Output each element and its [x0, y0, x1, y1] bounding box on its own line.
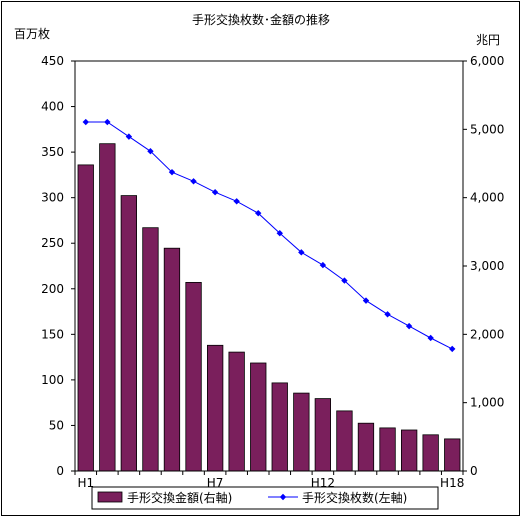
legend-line-marker: [279, 493, 287, 501]
line-point-H9: [255, 209, 262, 217]
bar-H15: [379, 427, 396, 472]
line-point-H7: [211, 189, 219, 196]
bar-H12: [314, 398, 332, 472]
plot-background: [74, 60, 464, 472]
chart-title: 手形交換枚数･金額の推移: [192, 12, 330, 27]
left-tick-label: 250: [41, 236, 64, 250]
bar-H8: [228, 351, 245, 472]
right-tick-label: 4,000: [470, 191, 504, 205]
left-axis-unit: 百万枚: [14, 26, 50, 41]
right-tick-label: 1,000: [470, 396, 504, 410]
left-axis: 0 50 100 150 200 250 300 350 400 450: [41, 54, 76, 478]
left-tick-label: 50: [49, 418, 64, 432]
bar-H7: [206, 344, 224, 472]
right-axis: 0 1,000 2,000 3,000 4,000 5,000 6,000: [462, 54, 504, 478]
left-tick-label: 0: [56, 464, 64, 478]
right-tick-label: 3,000: [470, 259, 504, 273]
line-path: [85, 121, 453, 350]
line-point-H2: [104, 118, 111, 126]
legend-bar-label: 手形交換金額(右軸): [127, 490, 232, 505]
bar-H18: [444, 438, 461, 472]
bar-H14: [357, 422, 375, 472]
bar-H1: [77, 164, 94, 472]
line-point-H4: [147, 148, 154, 155]
line-point-H5: [168, 168, 176, 176]
legend-bar-swatch: [97, 491, 123, 503]
right-tick-label: 0: [470, 464, 478, 478]
line-point-H10: [276, 230, 283, 237]
left-tick-label: 150: [41, 327, 64, 341]
right-tick-label: 5,000: [470, 122, 504, 136]
bar-H6: [185, 281, 202, 472]
bar-H4: [142, 227, 159, 472]
left-tick-label: 300: [41, 191, 64, 205]
line-series: [82, 118, 456, 353]
bar-H3: [120, 195, 137, 472]
line-point-H14: [362, 297, 370, 304]
line-point-H8: [233, 198, 240, 205]
line-point-H15: [384, 311, 391, 318]
line-point-H17: [427, 334, 434, 342]
bar-H2: [99, 143, 116, 472]
bar-H13: [336, 410, 353, 472]
left-tick-label: 350: [41, 145, 64, 159]
line-point-H11: [298, 249, 305, 256]
right-axis-unit: 兆円: [476, 33, 500, 47]
bar-H9: [250, 362, 267, 472]
bar-series: [77, 143, 461, 472]
line-point-H1: [82, 118, 89, 126]
bar-H11: [293, 392, 310, 472]
x-tick-label: H1: [77, 476, 94, 490]
line-point-H6: [190, 178, 197, 185]
line-point-H12: [319, 261, 327, 269]
line-point-H13: [341, 277, 348, 284]
legend-line-label: 手形交換枚数(左軸): [302, 490, 407, 505]
bar-H17: [422, 434, 439, 472]
line-point-H3: [125, 133, 133, 140]
line-point-H16: [405, 322, 413, 330]
legend: 手形交換金額(右軸) 手形交換枚数(左軸): [91, 486, 439, 510]
x-axis: H1 H7 H12 H18: [74, 470, 464, 490]
line-point-H18: [449, 345, 456, 353]
right-tick-label: 2,000: [470, 327, 504, 341]
bar-H5: [163, 247, 181, 472]
left-tick-label: 400: [41, 100, 64, 114]
left-tick-label: 450: [41, 54, 64, 68]
x-tick-label: H18: [440, 476, 464, 490]
bar-H10: [271, 382, 288, 472]
plot-area: [74, 60, 464, 472]
bar-H16: [400, 429, 418, 472]
right-tick-label: 6,000: [470, 54, 504, 68]
left-tick-label: 100: [41, 373, 64, 387]
left-tick-label: 200: [41, 282, 64, 296]
legend-box: [91, 486, 439, 510]
